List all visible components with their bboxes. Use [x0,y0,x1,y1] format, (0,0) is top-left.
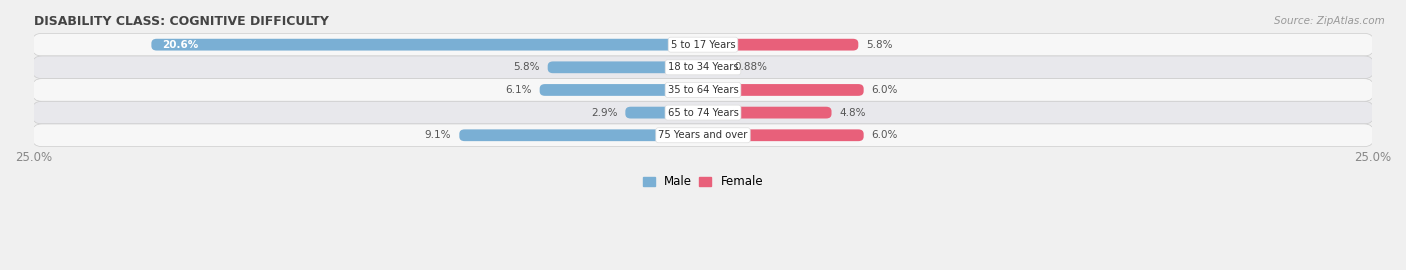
Text: 20.6%: 20.6% [162,40,198,50]
Text: 2.9%: 2.9% [591,108,617,118]
FancyBboxPatch shape [32,56,1374,79]
FancyBboxPatch shape [32,33,1374,56]
FancyBboxPatch shape [703,84,863,96]
Text: 75 Years and over: 75 Years and over [658,130,748,140]
Text: 4.8%: 4.8% [839,108,866,118]
Text: 6.0%: 6.0% [872,130,898,140]
Text: 5 to 17 Years: 5 to 17 Years [671,40,735,50]
FancyBboxPatch shape [152,39,703,50]
Text: 5.8%: 5.8% [866,40,893,50]
FancyBboxPatch shape [626,107,703,119]
Text: 6.0%: 6.0% [872,85,898,95]
FancyBboxPatch shape [460,129,703,141]
FancyBboxPatch shape [703,107,831,119]
Text: Source: ZipAtlas.com: Source: ZipAtlas.com [1274,16,1385,26]
Text: 0.88%: 0.88% [734,62,768,72]
Text: 18 to 34 Years: 18 to 34 Years [668,62,738,72]
Text: 35 to 64 Years: 35 to 64 Years [668,85,738,95]
Text: 65 to 74 Years: 65 to 74 Years [668,108,738,118]
FancyBboxPatch shape [703,61,727,73]
FancyBboxPatch shape [32,79,1374,101]
FancyBboxPatch shape [32,101,1374,124]
Legend: Male, Female: Male, Female [643,175,763,188]
Text: 6.1%: 6.1% [505,85,531,95]
Text: 5.8%: 5.8% [513,62,540,72]
FancyBboxPatch shape [703,129,863,141]
Text: 9.1%: 9.1% [425,130,451,140]
FancyBboxPatch shape [32,124,1374,147]
FancyBboxPatch shape [540,84,703,96]
Text: DISABILITY CLASS: COGNITIVE DIFFICULTY: DISABILITY CLASS: COGNITIVE DIFFICULTY [34,15,329,28]
FancyBboxPatch shape [548,61,703,73]
FancyBboxPatch shape [703,39,858,50]
